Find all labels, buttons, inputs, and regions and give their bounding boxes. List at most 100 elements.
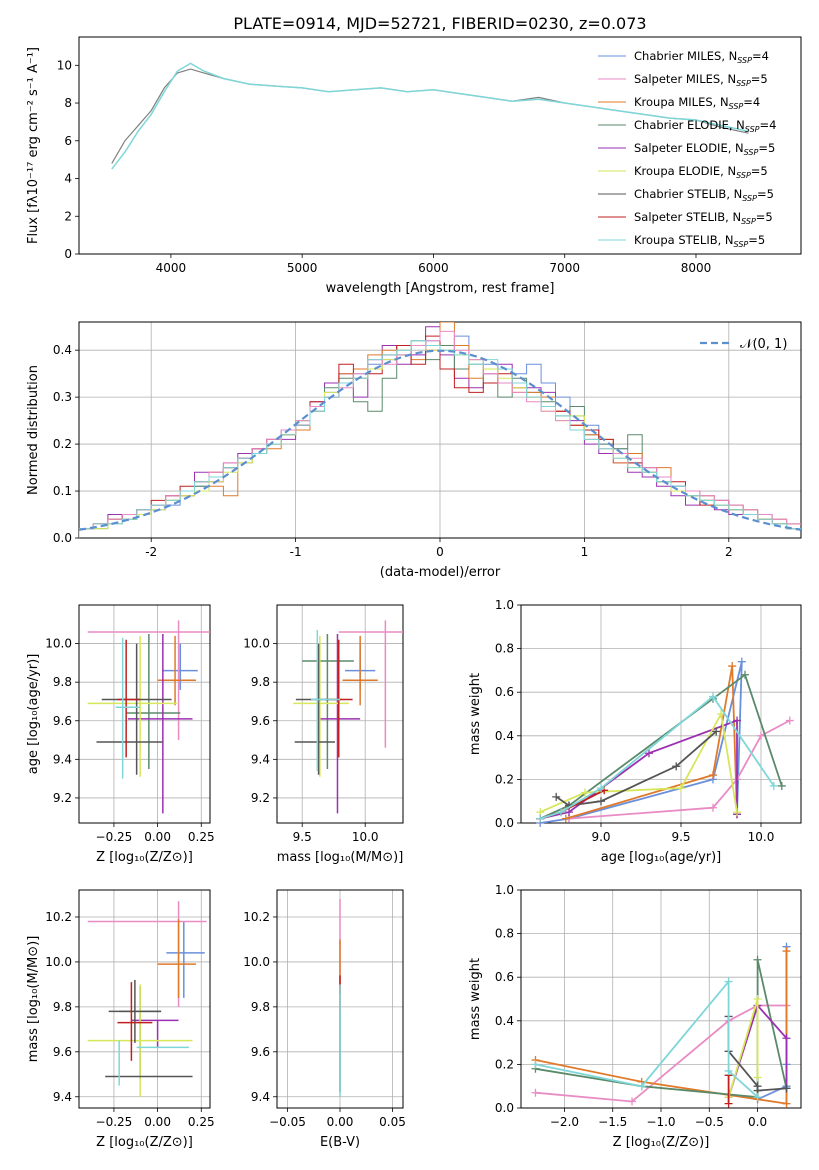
weight-marker (712, 727, 721, 736)
x-axis-label: E(B-V) (320, 1135, 360, 1150)
x-tick-label: 0.25 (188, 830, 215, 844)
mass-vs-z-panel: −0.25 0.00 0.25 9.4 9.6 9.8 10.0 10.2 Z [log₁₀(Z… (26, 889, 215, 1150)
weight-marker (597, 797, 605, 806)
legend-label: Chabrier STELIB, NSSP=5 (634, 187, 774, 203)
legend-sub: SSP (729, 102, 744, 111)
legend-label: Salpeter STELIB, NSSP=5 (634, 210, 773, 226)
legend-label: Kroupa ELODIE, NSSP=5 (634, 164, 768, 180)
y-tick-label: 4 (64, 172, 72, 186)
y-tick-label: 9.6 (251, 714, 270, 728)
legend-sub: SSP (742, 194, 757, 203)
y-tick-label: 0.4 (495, 729, 514, 743)
y-axis-label: Normed distribution (26, 365, 41, 495)
x-tick-label: 9.5 (293, 830, 312, 844)
y-tick-label: 9.4 (53, 752, 72, 766)
x-tick-label: −0.05 (269, 1115, 306, 1129)
residuals-panel: -2 -1 0 1 2 0.0 0.1 0.2 0.3 0.4 (data-model)/error… (26, 321, 802, 580)
legend-label: Kroupa STELIB, NSSP=5 (634, 233, 765, 249)
x-tick-label: 0.00 (144, 830, 171, 844)
x-tick-label: 0.00 (144, 1115, 171, 1129)
age-vs-z-panel: −0.25 0.00 0.25 9.2 9.4 9.6 9.8 10.0 Z [log₁₀(Z/… (26, 604, 215, 865)
y-axis-label: mass weight (468, 673, 483, 755)
weight-marker (741, 670, 749, 679)
axes-frame (276, 889, 404, 1109)
x-tick-label: 10.0 (748, 830, 775, 844)
weight-series-line (540, 719, 738, 820)
y-tick-label: 0.4 (53, 343, 72, 357)
y-tick-label: 0.6 (495, 970, 514, 984)
x-tick-label: 10.0 (352, 830, 379, 844)
legend-sub: SSP (741, 217, 756, 226)
x-tick-label: -1 (290, 545, 302, 559)
weight-marker (769, 781, 778, 790)
legend-sub: SSP (734, 240, 749, 249)
y-tick-label: 9.8 (251, 1000, 270, 1014)
x-tick-label: 5000 (287, 261, 318, 275)
weight-marker (531, 1088, 540, 1097)
legend-label: Kroupa MILES, NSSP=4 (634, 95, 760, 111)
weight-marker (724, 977, 733, 986)
weight-marker (709, 803, 717, 812)
legend-sub: SSP (744, 148, 759, 157)
legend-suffix: =5 (748, 233, 765, 247)
y-tick-label: 9.8 (251, 675, 270, 689)
y-tick-label: 10.0 (45, 955, 72, 969)
legend-sub: SSP (736, 79, 751, 88)
y-tick-label: 0.2 (495, 772, 514, 786)
weight-marker (753, 995, 762, 1003)
axes-frame (78, 36, 802, 255)
x-axis-label: wavelength [Angstrom, rest frame] (326, 281, 555, 296)
weight-series-line (727, 1003, 788, 1098)
x-tick-label: 2 (725, 545, 733, 559)
x-tick-label: 0.05 (379, 1115, 406, 1129)
histogram-series (79, 340, 801, 538)
y-tick-label: 0.0 (53, 531, 72, 545)
axes-frame (520, 889, 802, 1109)
x-tick-label: 0.25 (188, 1115, 215, 1129)
x-tick-label: 9.5 (671, 830, 690, 844)
normal-curve (78, 349, 802, 531)
x-axis-label: mass [log₁₀(M/M⊙)] (277, 850, 404, 865)
weight-marker (753, 1073, 762, 1082)
y-tick-label: 10.0 (243, 637, 270, 651)
weight-marker (785, 716, 794, 725)
x-axis-label: Z [log₁₀(Z/Z⊙)] (96, 1135, 193, 1150)
weight-marker (737, 657, 746, 666)
mass-weight-vs-z-panel: −2.0 −1.5 −1.0 −0.5 0.0 0.0 0.2 0.4 0.6 0.8 1.0 Z [… (468, 883, 802, 1150)
y-tick-label: 0.4 (495, 1014, 514, 1028)
y-axis-label: mass [log₁₀(M/M⊙)] (26, 936, 41, 1063)
weight-marker (753, 1093, 762, 1102)
weight-marker (728, 662, 737, 671)
weight-marker (645, 749, 653, 758)
weight-marker (782, 1034, 791, 1043)
legend-label: Salpeter MILES, NSSP=5 (634, 72, 768, 88)
weight-marker (552, 792, 561, 801)
weight-marker (531, 1060, 540, 1069)
weight-marker (628, 1097, 637, 1106)
y-tick-label: 9.8 (53, 1000, 72, 1014)
y-tick-label: 8 (64, 96, 72, 110)
weight-marker (672, 762, 681, 771)
y-tick-label: 6 (64, 134, 72, 148)
normal-legend-label: 𝒩(0, 1) (740, 337, 787, 352)
y-axis-label: Flux [fλ10⁻¹⁷ erg cm⁻² s⁻¹ A⁻¹] (26, 47, 41, 244)
y-tick-label: 9.6 (53, 714, 72, 728)
weight-series-line (535, 979, 759, 1098)
weight-marker (733, 716, 741, 725)
y-tick-label: 9.2 (53, 791, 72, 805)
weight-marker (782, 1099, 791, 1108)
legend-sub: SSP (745, 125, 760, 134)
x-tick-label: 6000 (418, 261, 449, 275)
axes-frame (276, 604, 404, 824)
weight-marker (677, 784, 685, 793)
y-tick-label: 9.2 (251, 791, 270, 805)
legend-suffix: =5 (757, 187, 774, 201)
legend-label: Chabrier MILES, NSSP=4 (634, 49, 769, 65)
legend-suffix: =4 (743, 95, 760, 109)
y-tick-label: 10.2 (45, 910, 72, 924)
mass-weight-vs-age-panel: 9.0 9.5 10.0 0.0 0.2 0.4 0.6 0.8 1.0 age [log₁₀(a… (468, 598, 802, 865)
y-tick-label: 0.1 (53, 484, 72, 498)
y-tick-label: 9.6 (53, 1045, 72, 1059)
weight-marker (709, 771, 717, 780)
